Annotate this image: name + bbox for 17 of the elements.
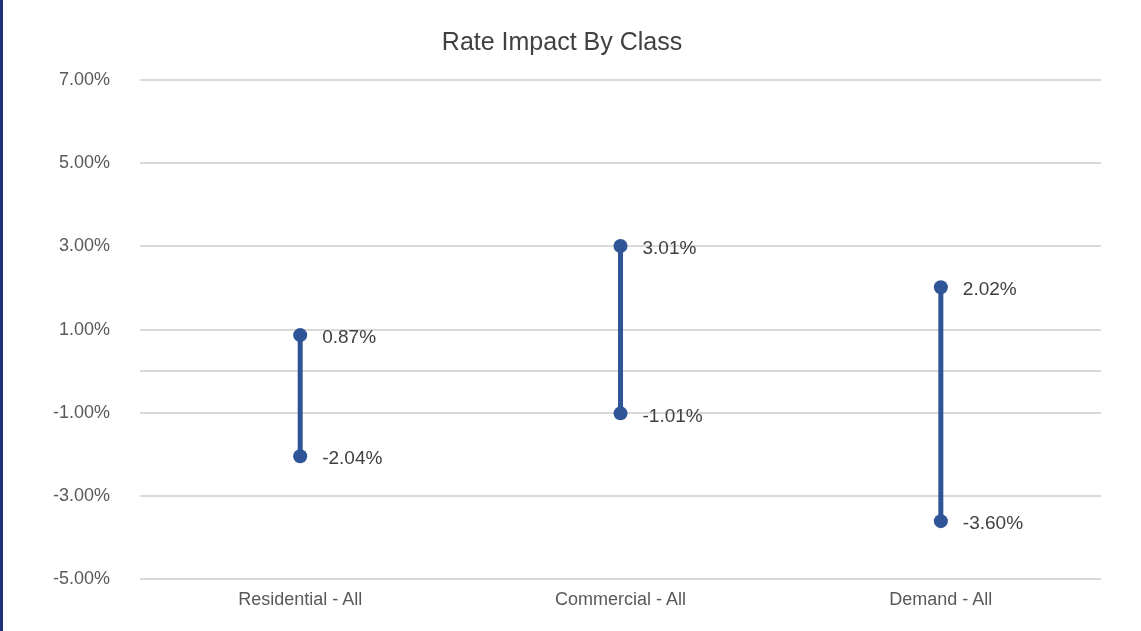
data-label: 0.87%: [322, 326, 377, 348]
y-tick-label: 1.00%: [58, 318, 111, 339]
y-tick-label: 3.00%: [58, 235, 111, 256]
data-label: 3.01%: [642, 237, 697, 259]
data-label: 2.02%: [962, 278, 1017, 300]
y-tick-label: 7.00%: [58, 68, 111, 89]
y-tick-label: -3.00%: [52, 485, 111, 506]
x-tick-label: Commercial - All: [555, 589, 687, 610]
y-tick-label: -5.00%: [52, 568, 111, 589]
y-tick-label: -1.00%: [52, 401, 111, 422]
data-label: -1.01%: [642, 404, 703, 426]
x-tick-label: Demand - All: [889, 589, 993, 610]
y-tick-label: 5.00%: [58, 152, 111, 173]
x-tick-label: Residential - All: [238, 589, 363, 610]
data-label: -2.04%: [322, 447, 383, 469]
chart-title: Rate Impact By Class: [441, 26, 683, 55]
data-label: -3.60%: [962, 512, 1024, 534]
